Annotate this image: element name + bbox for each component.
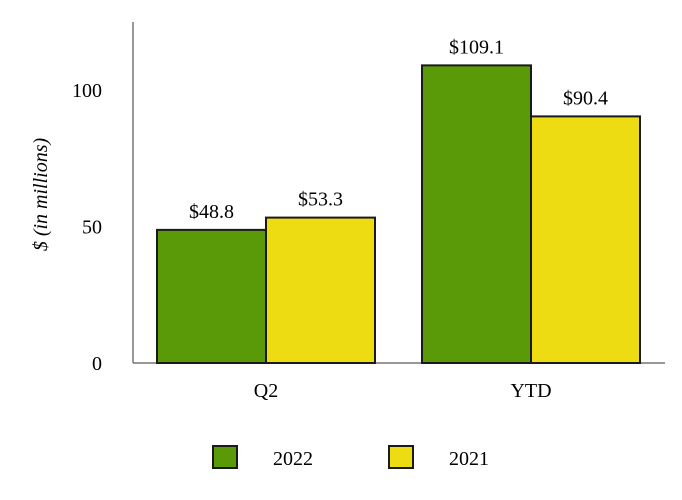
y-tick-label-100: 100 bbox=[72, 80, 102, 102]
bars: $48.8 $53.3 $109.1 $90.4 bbox=[156, 36, 641, 365]
data-label-ytd-2021: $90.4 bbox=[563, 87, 608, 109]
legend-label-2022: 2022 bbox=[273, 448, 313, 470]
y-axis-label: $ (in millions) bbox=[30, 138, 52, 252]
bar-q2-2021 bbox=[265, 216, 376, 364]
legend-swatch-2021 bbox=[388, 445, 414, 469]
category-labels: Q2 YTD bbox=[254, 380, 552, 402]
bar-ytd-2022 bbox=[421, 64, 532, 364]
legend: 2022 2021 bbox=[212, 445, 489, 470]
bar-ytd-2021 bbox=[530, 115, 641, 365]
y-tick-labels: 0 50 100 bbox=[72, 80, 102, 375]
data-label-q2-2022: $48.8 bbox=[189, 201, 234, 223]
x-tick-label-ytd: YTD bbox=[510, 380, 551, 402]
data-label-q2-2021: $53.3 bbox=[298, 189, 343, 211]
y-tick-label-50: 50 bbox=[82, 217, 102, 239]
legend-label-2021: 2021 bbox=[449, 448, 489, 470]
y-tick-label-0: 0 bbox=[92, 353, 102, 375]
bar-q2-2022 bbox=[156, 228, 267, 364]
x-tick-label-q2: Q2 bbox=[254, 380, 278, 402]
data-label-ytd-2022: $109.1 bbox=[449, 36, 504, 58]
legend-swatch-2022 bbox=[212, 445, 238, 469]
